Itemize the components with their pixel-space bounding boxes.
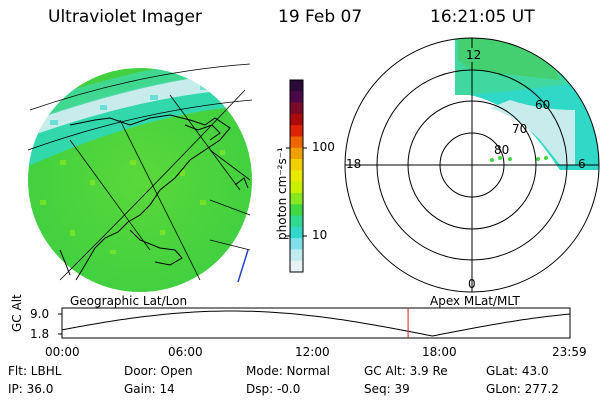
apex-caption: Apex MLat/MLT — [430, 294, 520, 308]
colorbar-segment — [290, 226, 303, 239]
colorbar-segment — [290, 204, 303, 217]
info-mode: Mode: Normal — [246, 364, 330, 378]
altitude-ylabel: GC Alt — [10, 294, 24, 332]
info-ip: IP: 36.0 — [8, 382, 54, 396]
colorbar-frame — [289, 79, 304, 273]
time-tick-06: 06:00 — [168, 345, 203, 359]
lat-label-80: 80 — [494, 143, 510, 157]
lat-label-60: 60 — [535, 98, 551, 112]
info-seq: Seq: 39 — [364, 382, 410, 396]
info-flt: Flt: LBHL — [8, 364, 62, 378]
colorbar-segment — [290, 170, 303, 183]
colorbar-segment — [290, 181, 303, 194]
time-tick-12: 12:00 — [295, 345, 330, 359]
mlt-label-6: 6 — [578, 157, 586, 171]
colorbar-segment — [290, 113, 303, 126]
info-dsp: Dsp: -0.0 — [246, 382, 301, 396]
info-glon: GLon: 277.2 — [486, 382, 559, 396]
colorbar-segment — [290, 147, 303, 160]
info-glat: GLat: 43.0 — [486, 364, 549, 378]
colorbar-segment — [290, 260, 303, 273]
altitude-ytick-9: 9.0 — [30, 307, 50, 321]
date-label: 19 Feb 07 — [278, 7, 363, 27]
info-gain: Gain: 14 — [124, 382, 175, 396]
geographic-caption: Geographic Lat/Lon — [70, 294, 188, 308]
info-gcalt: GC Alt: 3.9 Re — [364, 364, 448, 378]
colorbar-segment — [290, 159, 303, 171]
colorbar-segment — [290, 102, 303, 115]
time-tick-00: 00:00 — [45, 345, 80, 359]
time-tick-18: 18:00 — [422, 345, 457, 359]
colorbar-segment — [290, 136, 303, 149]
lat-label-70: 70 — [512, 122, 528, 136]
colorbar-segment — [290, 125, 303, 137]
time-label: 16:21:05 UT — [430, 7, 535, 27]
colorbar-segment — [290, 192, 303, 205]
colorbar-segment — [290, 249, 303, 262]
mlt-label-18: 18 — [346, 157, 362, 171]
mlt-label-0: 0 — [468, 277, 476, 291]
colorbar-segment — [290, 80, 303, 92]
colorbar-tick-100: 100 — [312, 140, 335, 154]
colorbar-segment — [290, 91, 303, 104]
mlt-label-12: 12 — [466, 48, 482, 62]
colorbar-tick-10: 10 — [312, 228, 328, 242]
colorbar-segment — [290, 215, 303, 228]
instrument-title: Ultraviolet Imager — [48, 7, 202, 27]
time-tick-2359: 23:59 — [552, 345, 587, 359]
info-door: Door: Open — [124, 364, 193, 378]
colorbar-segment — [290, 238, 303, 250]
altitude-ytick-1-8: 1.8 — [30, 327, 50, 341]
